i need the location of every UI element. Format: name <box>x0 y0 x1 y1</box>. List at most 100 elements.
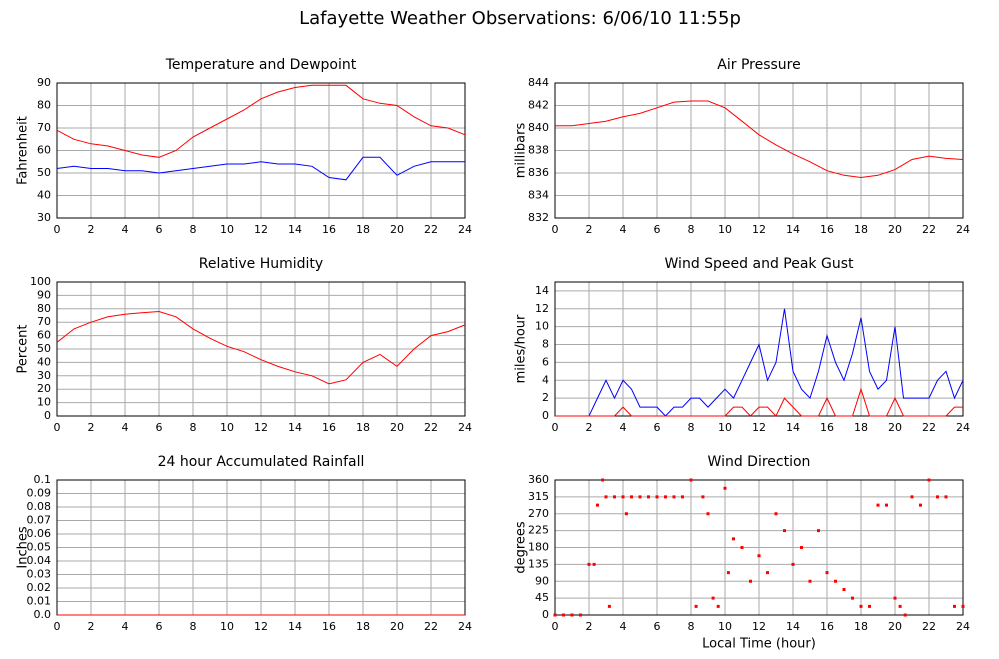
x-tick-label: 10 <box>220 223 234 236</box>
x-tick-label: 10 <box>718 620 732 633</box>
data-point <box>701 495 705 499</box>
data-line <box>555 387 963 417</box>
x-tick-label: 24 <box>956 223 970 236</box>
x-tick-label: 18 <box>854 421 868 434</box>
data-point <box>592 562 596 566</box>
x-tick-label: 18 <box>356 223 370 236</box>
y-tick-label: 0 <box>542 608 549 621</box>
data-point <box>647 495 650 499</box>
x-tick-label: 18 <box>854 620 868 633</box>
data-point <box>613 495 616 499</box>
y-tick-label: 844 <box>528 76 549 89</box>
data-point <box>944 495 948 499</box>
data-point <box>800 546 803 549</box>
y-tick-label: 4 <box>542 373 549 386</box>
x-tick-label: 14 <box>288 223 302 236</box>
data-point <box>749 579 752 583</box>
chart-title: Wind Direction <box>708 454 811 470</box>
x-tick-label: 22 <box>922 421 936 434</box>
x-tick-label: 16 <box>820 223 834 236</box>
data-point <box>553 613 557 617</box>
x-tick-label: 20 <box>390 223 404 236</box>
x-tick-label: 8 <box>688 421 695 434</box>
x-tick-label: 8 <box>190 421 197 434</box>
data-point <box>706 512 710 516</box>
x-tick-label: 10 <box>220 421 234 434</box>
x-tick-label: 0 <box>552 620 559 633</box>
x-tick-label: 8 <box>688 223 695 236</box>
y-tick-label: 0.08 <box>27 500 52 513</box>
data-point <box>596 503 599 507</box>
x-tick-label: 4 <box>122 421 129 434</box>
data-point <box>766 571 769 575</box>
x-tick-label: 22 <box>922 620 936 633</box>
data-point <box>694 604 698 608</box>
data-point <box>898 604 902 608</box>
chart-title: Air Pressure <box>717 57 800 73</box>
data-point <box>910 495 914 499</box>
y-tick-label: 10 <box>37 396 51 409</box>
y-tick-label: 360 <box>528 473 549 486</box>
data-point <box>903 613 907 617</box>
x-tick-label: 6 <box>654 223 661 236</box>
data-point <box>893 596 897 600</box>
x-tick-label: 0 <box>54 421 61 434</box>
y-tick-label: 12 <box>535 302 549 315</box>
x-tick-label: 12 <box>752 421 766 434</box>
x-tick-label: 2 <box>88 620 95 633</box>
y-tick-label: 8 <box>542 338 549 351</box>
x-tick-label: 22 <box>922 223 936 236</box>
y-axis-label: Percent <box>16 325 31 374</box>
x-tick-label: 2 <box>586 421 593 434</box>
y-tick-label: 838 <box>528 144 549 157</box>
x-tick-label: 18 <box>356 620 370 633</box>
x-tick-label: 0 <box>54 223 61 236</box>
data-point <box>716 604 720 608</box>
x-tick-label: 24 <box>458 620 472 633</box>
x-tick-label: 16 <box>322 223 336 236</box>
data-point <box>664 495 667 499</box>
chart-title: 24 hour Accumulated Rainfall <box>158 454 365 470</box>
data-point <box>740 546 744 549</box>
plot-frame <box>554 82 964 219</box>
data-point <box>732 537 735 541</box>
x-tick-label: 14 <box>786 223 800 236</box>
data-point <box>723 486 727 490</box>
data-point <box>953 604 956 608</box>
data-point <box>607 604 611 608</box>
x-tick-label: 12 <box>254 223 268 236</box>
data-point <box>817 529 820 533</box>
data-point <box>681 495 684 499</box>
y-tick-label: 225 <box>528 524 549 537</box>
y-tick-label: 0.09 <box>27 487 52 500</box>
data-point <box>927 478 931 482</box>
data-line <box>555 100 964 179</box>
data-line <box>56 310 466 385</box>
data-point <box>655 495 659 499</box>
data-point <box>638 495 642 499</box>
y-tick-label: 842 <box>528 99 549 112</box>
x-tick-label: 6 <box>156 421 163 434</box>
x-tick-label: 6 <box>654 421 661 434</box>
data-point <box>587 562 591 566</box>
x-tick-label: 8 <box>190 223 197 236</box>
data-line <box>56 84 466 158</box>
x-tick-label: 24 <box>956 620 970 633</box>
data-point <box>859 604 863 608</box>
x-tick-label: 10 <box>220 620 234 633</box>
x-tick-label: 4 <box>620 223 627 236</box>
y-tick-label: 180 <box>528 541 549 554</box>
data-point <box>851 596 854 600</box>
y-tick-label: 10 <box>535 320 549 333</box>
x-tick-label: 14 <box>786 620 800 633</box>
y-axis-label: Fahrenheit <box>16 116 31 185</box>
x-tick-label: 4 <box>620 620 627 633</box>
y-tick-label: 40 <box>37 189 51 202</box>
y-tick-label: 2 <box>542 391 549 404</box>
data-point <box>961 604 965 608</box>
data-point <box>630 495 633 499</box>
data-point <box>808 579 812 583</box>
x-tick-label: 10 <box>718 223 732 236</box>
